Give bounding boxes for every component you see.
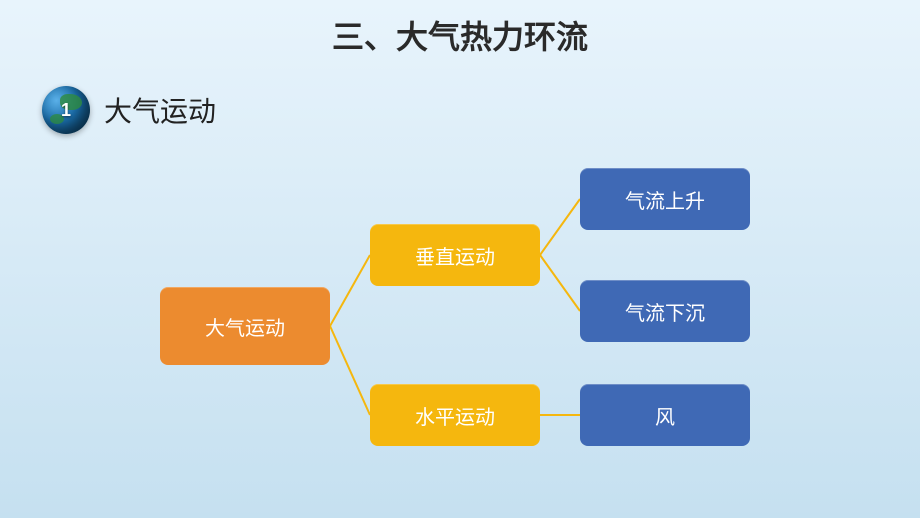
node-label: 大气运动 — [205, 312, 285, 341]
node-mid-horizontal: 水平运动 — [370, 384, 540, 446]
node-leaf-sink: 气流下沉 — [580, 280, 750, 342]
node-mid-vertical: 垂直运动 — [370, 224, 540, 286]
node-leaf-wind: 风 — [580, 384, 750, 446]
node-label: 气流上升 — [625, 185, 705, 214]
node-label: 水平运动 — [415, 401, 495, 430]
node-label: 垂直运动 — [415, 241, 495, 270]
node-leaf-rise: 气流上升 — [580, 168, 750, 230]
globe-number: 1 — [61, 100, 71, 121]
node-label: 气流下沉 — [625, 297, 705, 326]
node-label: 风 — [655, 401, 675, 430]
diagram-area: 大气运动 垂直运动 水平运动 气流上升 气流下沉 风 — [0, 0, 920, 518]
node-root: 大气运动 — [160, 287, 330, 365]
